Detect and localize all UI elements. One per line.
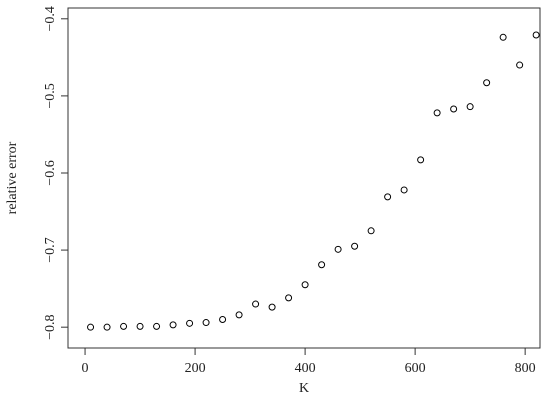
point — [252, 300, 260, 308]
point — [450, 105, 458, 113]
point — [384, 193, 392, 201]
y-tick-label: −0.4 — [43, 6, 58, 31]
point — [532, 31, 540, 39]
point — [351, 242, 359, 250]
point — [87, 323, 95, 331]
plot-box — [67, 7, 541, 349]
x-tick-label: 800 — [515, 361, 536, 376]
point — [318, 261, 326, 269]
point — [153, 322, 161, 330]
point — [219, 315, 227, 323]
y-tick-label: −0.7 — [43, 237, 58, 262]
y-tick-label: −0.5 — [43, 83, 58, 108]
y-tick-label: −0.8 — [43, 314, 58, 339]
x-tick-label: 200 — [185, 361, 206, 376]
point — [169, 321, 177, 329]
point — [466, 103, 474, 111]
y-tick-label: −0.6 — [43, 160, 58, 185]
point — [417, 156, 425, 164]
point — [268, 303, 276, 311]
point — [334, 245, 342, 253]
point — [235, 311, 243, 319]
point — [433, 109, 441, 117]
point — [120, 322, 128, 330]
y-axis-label: relative error — [5, 141, 20, 214]
point — [202, 319, 210, 327]
point — [483, 79, 491, 87]
point — [136, 322, 144, 330]
point — [186, 319, 194, 327]
point — [367, 227, 375, 235]
point — [103, 323, 111, 331]
point — [400, 186, 408, 194]
point — [499, 33, 507, 41]
point — [516, 61, 524, 69]
x-axis-label: K — [299, 381, 309, 396]
point — [285, 294, 293, 302]
x-tick-label: 0 — [82, 361, 89, 376]
x-tick-label: 600 — [405, 361, 426, 376]
point — [301, 281, 309, 289]
x-tick-label: 400 — [295, 361, 316, 376]
